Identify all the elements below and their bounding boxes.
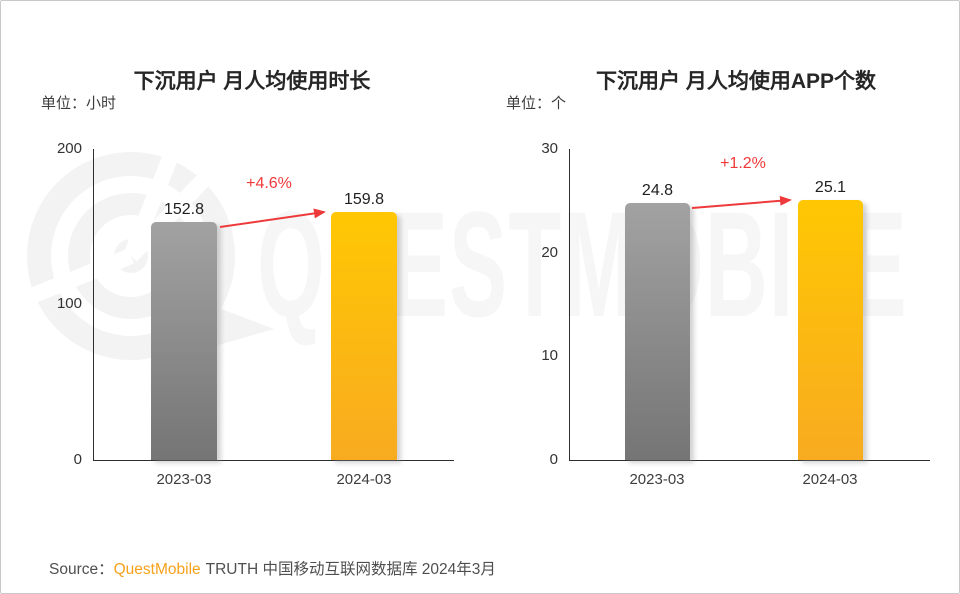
change-percent-label: +1.2% bbox=[720, 155, 766, 172]
chart-title: 下沉用户 月人均使用时长 bbox=[133, 70, 371, 94]
chart-title: 下沉用户 月人均使用APP个数 bbox=[595, 70, 876, 94]
chart-app-count: 下沉用户 月人均使用APP个数 单位：个 30 20 10 0 24.8 25.… bbox=[481, 1, 959, 531]
source-suffix: TRUTH 中国移动互联网数据库 2024年3月 bbox=[205, 561, 496, 578]
x-category-label: 2023-03 bbox=[156, 471, 212, 488]
bar-2023-03: 24.8 bbox=[625, 182, 690, 460]
y-tick: 100 bbox=[56, 295, 82, 312]
y-tick: 0 bbox=[549, 451, 558, 468]
y-tick: 10 bbox=[541, 347, 558, 364]
bar-gray bbox=[151, 222, 217, 460]
chart-usage-duration: 下沉用户 月人均使用时长 单位：小时 200 100 0 152.8 159.8… bbox=[1, 1, 481, 531]
y-tick: 30 bbox=[541, 140, 558, 157]
unit-label: 单位：小时 bbox=[41, 95, 117, 112]
bar-gray bbox=[625, 202, 690, 460]
growth-arrow-icon bbox=[691, 195, 792, 209]
growth-arrow-icon bbox=[219, 208, 326, 228]
x-category-label: 2024-03 bbox=[802, 471, 858, 488]
bar-value-label: 25.1 bbox=[814, 178, 847, 196]
bar-value-label: 159.8 bbox=[343, 190, 385, 208]
bar-2024-03: 159.8 bbox=[331, 190, 397, 460]
bar-yellow bbox=[331, 211, 397, 460]
source-prefix: Source： bbox=[49, 561, 114, 578]
y-tick: 0 bbox=[73, 451, 82, 468]
bar-value-label: 152.8 bbox=[163, 201, 205, 219]
bar-2023-03: 152.8 bbox=[151, 201, 217, 460]
unit-label: 单位：个 bbox=[506, 95, 567, 112]
bar-value-label: 24.8 bbox=[641, 181, 674, 199]
source-brand: QuestMobile bbox=[113, 561, 201, 578]
plot-area: 200 100 0 152.8 159.8 2023-03 2024-03 bbox=[57, 140, 454, 488]
source-line: Source：QuestMobile TRUTH 中国移动互联网数据库 2024年… bbox=[49, 557, 496, 579]
x-category-label: 2024-03 bbox=[336, 471, 392, 488]
bar-2024-03: 25.1 bbox=[798, 179, 863, 460]
bar-yellow bbox=[798, 199, 863, 460]
y-tick: 20 bbox=[541, 244, 558, 261]
change-percent-label: +4.6% bbox=[246, 175, 292, 192]
x-category-label: 2023-03 bbox=[629, 471, 685, 488]
y-tick: 200 bbox=[56, 140, 82, 157]
plot-area: 30 20 10 0 24.8 25.1 2023-03 2024-03 bbox=[541, 140, 930, 488]
